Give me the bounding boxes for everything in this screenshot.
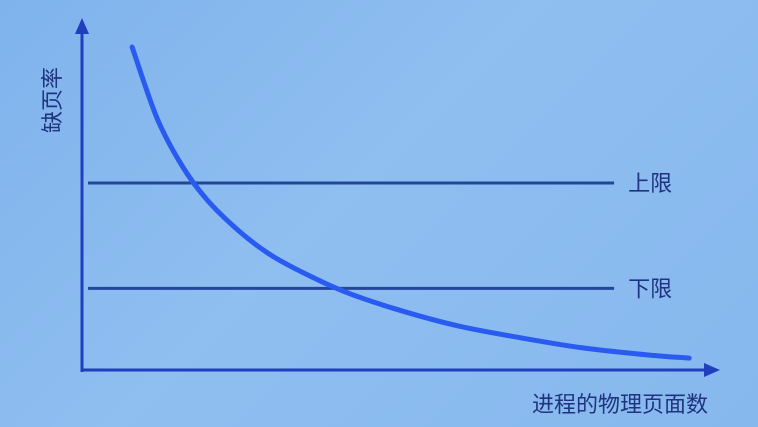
y-axis-label: 缺页率: [41, 67, 66, 133]
x-axis-label: 进程的物理页面数: [532, 393, 708, 418]
x-axis-arrow: [704, 363, 720, 377]
y-axis-arrow: [75, 18, 89, 34]
reference-line-label-1: 下限: [628, 277, 672, 302]
y-axis: [75, 18, 89, 372]
series: [129, 44, 692, 361]
x-axis: [82, 363, 720, 377]
reference-line-label-0: 上限: [628, 172, 672, 197]
series-line-0: [129, 44, 692, 361]
